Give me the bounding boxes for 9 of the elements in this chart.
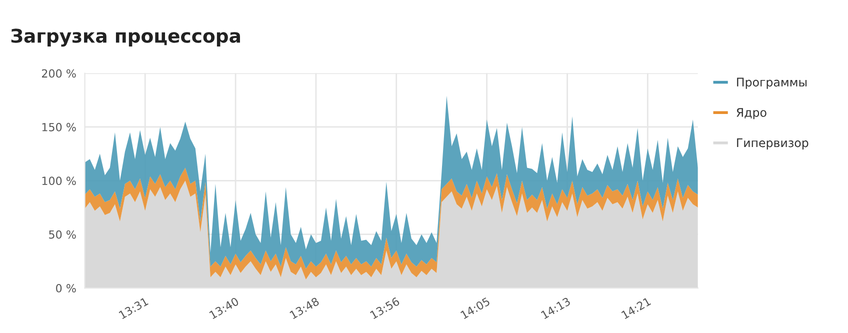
legend-label: Программы [737, 78, 807, 89]
legend-label: Ядро [736, 108, 766, 120]
y-tick-label: 150 % [42, 122, 76, 132]
legend-label: Гипервизор [737, 138, 808, 150]
y-tick-label: 50 % [49, 230, 76, 239]
chart-title: Загрузка процессора [11, 28, 240, 47]
y-tick-label: 0 % [56, 284, 76, 292]
y-tick-label: 200 % [42, 69, 76, 78]
y-tick-label: 100 % [42, 176, 76, 186]
